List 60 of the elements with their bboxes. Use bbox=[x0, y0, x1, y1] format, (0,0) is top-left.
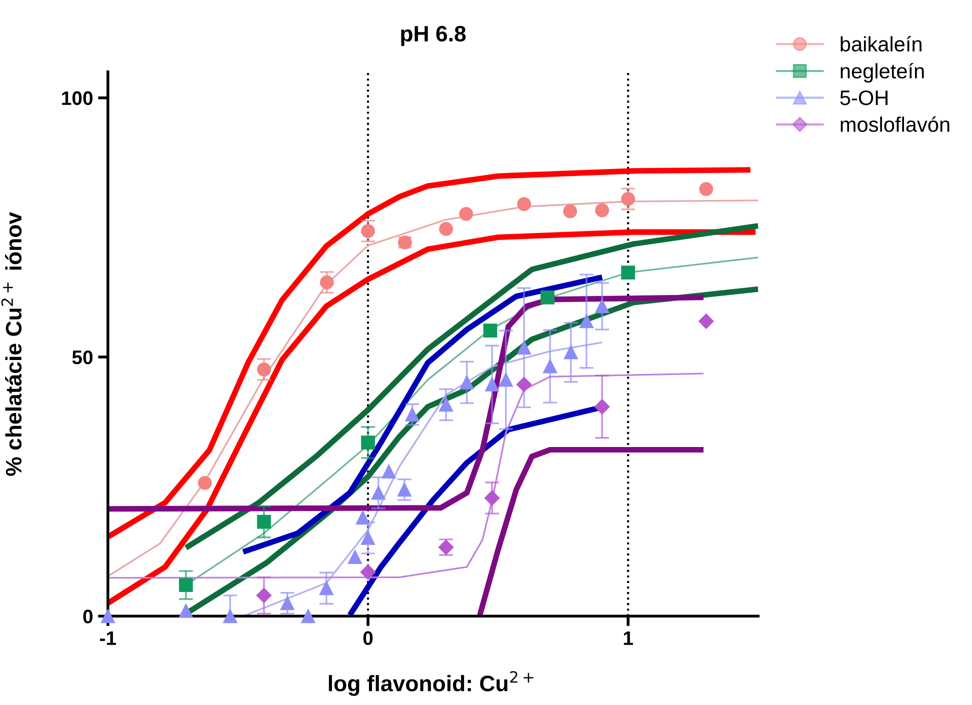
line-series bbox=[242, 342, 603, 616]
point bbox=[580, 314, 594, 328]
point bbox=[361, 530, 375, 545]
point bbox=[439, 222, 453, 236]
point bbox=[100, 609, 115, 624]
point bbox=[405, 408, 420, 422]
x-tick-label: 0 bbox=[363, 631, 373, 646]
legend-label: 5-OH bbox=[840, 90, 888, 106]
legend-label: negleteín bbox=[840, 62, 924, 83]
point bbox=[483, 324, 498, 338]
point bbox=[459, 206, 474, 221]
point bbox=[621, 192, 636, 206]
point bbox=[594, 399, 610, 414]
point bbox=[360, 564, 376, 580]
point bbox=[257, 362, 271, 376]
y-axis-title: % chelatácie Cu$^{2+}$ iónov bbox=[1, 212, 22, 476]
point bbox=[356, 510, 370, 525]
point bbox=[460, 375, 474, 390]
x-tick-label: -1 bbox=[100, 631, 116, 645]
legend-label: mosloflavón bbox=[840, 116, 950, 132]
point bbox=[485, 378, 500, 392]
point bbox=[198, 476, 212, 490]
point bbox=[543, 359, 558, 374]
point bbox=[361, 436, 375, 450]
point bbox=[498, 372, 513, 387]
point bbox=[348, 550, 362, 564]
point bbox=[621, 266, 636, 280]
y-tick-label: 100 bbox=[62, 91, 93, 106]
point bbox=[698, 314, 714, 329]
point bbox=[595, 299, 610, 314]
point bbox=[516, 376, 532, 392]
point bbox=[439, 398, 453, 412]
y-tick-label: 50 bbox=[72, 350, 93, 364]
legend-label: baikaleín bbox=[840, 36, 922, 52]
point bbox=[361, 224, 375, 238]
point bbox=[301, 609, 316, 624]
y-tick-label: 0 bbox=[83, 610, 93, 624]
line-series bbox=[108, 372, 704, 579]
x-axis-title: log flavonoid: Cu$^{2+}$ bbox=[328, 671, 534, 696]
chart-title: pH 6.8 bbox=[401, 26, 466, 46]
point bbox=[595, 203, 610, 218]
point bbox=[178, 578, 193, 592]
point bbox=[319, 581, 334, 596]
x-tick-label: 1 bbox=[624, 631, 633, 645]
point bbox=[178, 604, 193, 618]
point bbox=[257, 514, 271, 529]
point bbox=[563, 204, 578, 218]
point bbox=[320, 275, 334, 290]
point bbox=[484, 490, 500, 506]
point bbox=[280, 596, 294, 610]
point bbox=[371, 486, 386, 500]
point bbox=[699, 182, 714, 196]
point bbox=[517, 197, 532, 212]
point bbox=[382, 464, 396, 478]
point bbox=[564, 345, 578, 360]
point bbox=[517, 340, 532, 355]
point bbox=[256, 588, 272, 604]
point bbox=[540, 290, 554, 304]
point bbox=[223, 609, 238, 624]
point bbox=[397, 482, 412, 497]
